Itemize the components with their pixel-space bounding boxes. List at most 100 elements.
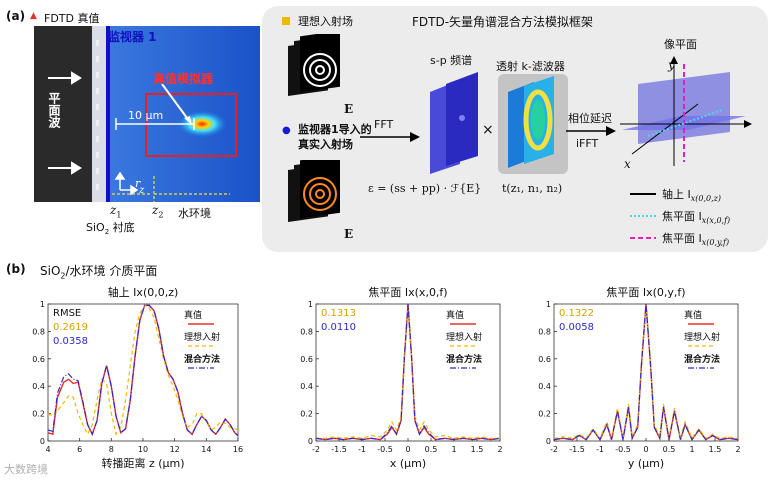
framework-legend-lines: [630, 193, 656, 239]
chart-0-xtick-label: 14: [201, 445, 211, 454]
chart-2-xtick-label: -2: [550, 445, 558, 454]
image-plane-diagram: [620, 56, 752, 166]
fft-label: FFT: [374, 118, 394, 131]
chart-2-xtick-label: -1: [596, 445, 604, 454]
axis-x-label: x: [624, 157, 631, 171]
chart-2-ytick-label: 0.4: [538, 382, 551, 391]
chart-2-xtick-label: 1.5: [709, 445, 722, 454]
chart-0-legend-label: 真值: [184, 309, 202, 321]
chart-2-ytick-label: 0: [546, 437, 551, 446]
chart-0-xlabel: 转播距离 z (μm): [101, 456, 184, 470]
chart-0-series-2: [47, 304, 239, 436]
chart-1-xtick-label: 0.5: [425, 445, 438, 454]
equation-left: ε = (ss + pp) · ℱ{E}: [368, 182, 482, 195]
chart-2-rmse-ideal: 0.1322: [559, 308, 594, 319]
chart-2-frame: [553, 303, 739, 442]
chart-1-xtick-label: -0.5: [377, 445, 393, 454]
fdtd-truth-label: FDTD 真值: [44, 12, 100, 25]
chart-1-xtick-label: 1.5: [471, 445, 484, 454]
chart-2-ytick-label: 0.6: [538, 355, 551, 364]
chart-0-ytick-label: 0: [40, 437, 45, 446]
chart-2-xlabel: y (μm): [628, 457, 664, 470]
scale-label: 10 μm: [128, 109, 164, 122]
chart-0-rmse-label: RMSE: [53, 308, 81, 319]
e-field-real: E: [344, 227, 354, 241]
chart-0-ytick-label: 1: [40, 300, 45, 309]
chart-0-rmse-ideal: 0.2619: [53, 322, 88, 333]
chart-0-xtick-label: 10: [138, 445, 148, 454]
chart-1-xtick-label: -1: [358, 445, 366, 454]
chart-2-legend-label: 混合方法: [684, 353, 720, 365]
ideal-field-images: [288, 34, 340, 96]
chart-2-xtick-label: 2: [735, 445, 740, 454]
chart-1-xtick-label: 2: [497, 445, 502, 454]
fft-arrow-icon: [360, 132, 420, 142]
chart-2-xtick-label: -0.5: [615, 445, 631, 454]
chart-1-xtick-label: -1.5: [331, 445, 347, 454]
axis-y-label: y: [668, 58, 675, 72]
chart-2-legend-label: 真值: [684, 309, 702, 321]
legend-focal-x: 焦平面 Ix(x,0,f): [662, 210, 731, 226]
z1-label: z1: [110, 203, 122, 220]
chart-0-xtick-label: 8: [109, 445, 114, 454]
blue-dot-icon: ●: [282, 125, 291, 136]
chart-1-xtick-label: 1: [451, 445, 456, 454]
chart-1-ytick-label: 0.4: [300, 382, 313, 391]
chart-2-ytick-label: 0.2: [538, 410, 551, 419]
chart-2-ytick-label: 1: [546, 300, 551, 309]
monitor-label: 监视器 1: [108, 30, 157, 44]
chart-0-ytick-label: 0.4: [32, 382, 45, 391]
z-axis-label: z: [139, 185, 145, 196]
chart-0-xtick-label: 4: [45, 445, 50, 454]
plane-wave-label: 平面波: [47, 92, 61, 128]
watermark: 大数跨境: [4, 463, 48, 476]
chart-1-legend-label: 理想入射: [446, 331, 482, 343]
k-filter-label: 透射 k-滤波器: [496, 60, 565, 73]
chart-2-legend-label: 理想入射: [684, 331, 720, 343]
times-symbol: ×: [482, 122, 494, 138]
chart-1-ytick-label: 0.6: [300, 355, 313, 364]
legend-on-axis: 轴上 Ix(0,0,z): [662, 188, 721, 204]
chart-2-rmse-hybrid: 0.0058: [559, 322, 594, 333]
ifft-label: iFFT: [576, 137, 599, 150]
chart-0-title: 轴上 Ix(0,0,z): [108, 285, 179, 299]
panel-b-label: (b): [6, 262, 26, 276]
chart-1-ytick-label: 0: [308, 437, 313, 446]
e-field-ideal: E: [344, 102, 354, 116]
chart-2-xtick-label: 1: [689, 445, 694, 454]
ideal-incident-label: 理想入射场: [298, 15, 353, 28]
chart-0-legend-label: 理想入射: [184, 331, 220, 343]
chart-1-legend-label: 真值: [446, 309, 464, 321]
chart-0-xtick-label: 16: [233, 445, 243, 454]
water-label: 水环境: [178, 207, 211, 220]
chart-1-ytick-label: 0.8: [300, 327, 313, 336]
chart-2-title: 焦平面 Ix(0,y,f): [606, 286, 685, 299]
chart-2-xtick-label: -1.5: [569, 445, 585, 454]
chart-1-xlabel: x (μm): [390, 457, 426, 470]
equation-right: t(z₁, n₁, n₂): [502, 182, 563, 195]
chart-0-xtick-label: 6: [77, 445, 82, 454]
chart-0-ytick-label: 0.2: [32, 410, 45, 419]
image-plane-label: 像平面: [664, 38, 697, 51]
chart-1-legend-label: 混合方法: [446, 353, 482, 365]
monitor-incident-label: 监视器1导入的 真实入射场: [298, 123, 372, 151]
chart-1-rmse-hybrid: 0.0110: [321, 322, 356, 333]
substrate-label: SiO2 衬底: [86, 221, 135, 237]
chart-2-series-2: [553, 303, 739, 441]
chart-1-rmse-ideal: 0.1313: [321, 308, 356, 319]
chart-0-legend-label: 混合方法: [184, 353, 220, 365]
fdtd-simulation-image: [34, 26, 260, 202]
panel-a-label: (a): [6, 9, 26, 23]
z2-label: z2: [152, 203, 164, 220]
chart-2-xtick-label: 0: [643, 445, 648, 454]
chart-1-ytick-label: 1: [308, 300, 313, 309]
chart-0-xtick-label: 12: [170, 445, 180, 454]
chart-1-xtick-label: 0: [405, 445, 410, 454]
chart-2-ytick-label: 0.8: [538, 327, 551, 336]
chart-1-series-2: [315, 303, 501, 441]
k-filter-images: [498, 74, 568, 174]
chart-0-rmse-hybrid: 0.0358: [53, 336, 88, 347]
chart-1-ytick-label: 0.2: [300, 410, 313, 419]
yellow-square-icon: [282, 17, 290, 25]
